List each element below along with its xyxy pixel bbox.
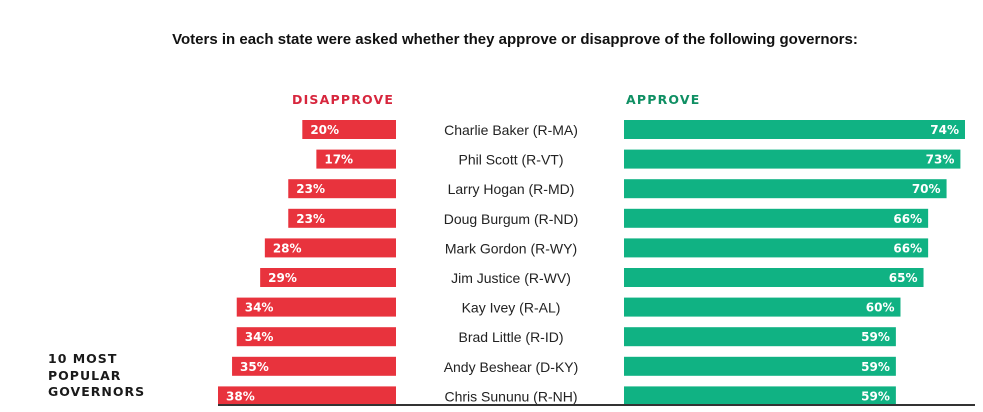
approve-bar-label: 59%	[861, 330, 890, 344]
governor-name-label: Jim Justice (R-WV)	[451, 270, 571, 286]
approve-bar	[624, 327, 896, 347]
approve-bar-label: 74%	[930, 123, 959, 137]
disapprove-bar-label: 23%	[296, 182, 325, 196]
side-label-line-3: GOVERNORS	[48, 384, 146, 399]
approve-bar	[624, 386, 896, 406]
approve-bar-label: 70%	[912, 182, 941, 196]
disapprove-bar-label: 38%	[226, 389, 255, 403]
side-label-line-2: POPULAR	[48, 367, 122, 383]
disapprove-bar-label: 35%	[240, 360, 269, 374]
disapprove-bar-label: 20%	[310, 123, 339, 137]
governor-name-label: Mark Gordon (R-WY)	[445, 240, 577, 256]
side-label-line-1: 10 MOST	[48, 351, 118, 366]
disapprove-bar	[288, 179, 396, 199]
disapprove-bar	[236, 297, 396, 317]
side-label: 10 MOST POPULAR GOVERNORS	[48, 351, 145, 401]
disapprove-bar	[302, 120, 396, 139]
disapprove-bar-label: 28%	[273, 241, 302, 255]
governor-name-label: Chris Sununu (R-NH)	[444, 388, 577, 404]
approve-bar	[624, 120, 965, 139]
chart-baseline	[218, 404, 975, 406]
approve-bar	[624, 149, 961, 169]
approve-bar	[624, 238, 929, 258]
approve-bar-label: 66%	[893, 212, 922, 226]
approve-header: APPROVE	[626, 92, 701, 107]
disapprove-bar	[218, 386, 396, 406]
approve-bar	[624, 356, 896, 376]
approve-bar	[624, 268, 924, 287]
approve-bar	[624, 297, 901, 317]
governor-name-label: Charlie Baker (R-MA)	[444, 122, 578, 138]
governor-name-label: Andy Beshear (D-KY)	[444, 359, 579, 375]
disapprove-bar-label: 34%	[245, 301, 274, 315]
disapprove-bar	[264, 238, 396, 258]
governor-name-label: Doug Burgum (R-ND)	[444, 211, 579, 227]
disapprove-bar	[288, 208, 396, 228]
disapprove-bar	[232, 356, 396, 376]
approve-bar-label: 60%	[866, 301, 895, 315]
approve-bar	[624, 179, 947, 199]
disapprove-bar-label: 29%	[268, 271, 297, 285]
governor-name-label: Phil Scott (R-VT)	[458, 152, 563, 168]
disapprove-bar	[236, 327, 396, 347]
disapprove-bar-label: 23%	[296, 212, 325, 226]
approve-bar-label: 65%	[889, 271, 918, 285]
approve-bar-label: 73%	[926, 153, 955, 167]
approve-bar-label: 66%	[893, 241, 922, 255]
disapprove-bar-label: 34%	[245, 330, 274, 344]
governor-name-label: Brad Little (R-ID)	[458, 329, 563, 345]
disapprove-bar	[316, 149, 396, 169]
disapprove-bar	[260, 268, 396, 287]
governor-name-label: Larry Hogan (R-MD)	[448, 181, 575, 197]
chart-title: Voters in each state were asked whether …	[172, 31, 858, 48]
approve-bar-label: 59%	[861, 389, 890, 403]
approve-bar	[624, 208, 929, 228]
governor-name-label: Kay Ivey (R-AL)	[462, 300, 561, 316]
disapprove-header: DISAPPROVE	[292, 92, 395, 107]
approve-bar-label: 59%	[861, 360, 890, 374]
disapprove-bar-label: 17%	[324, 153, 353, 167]
